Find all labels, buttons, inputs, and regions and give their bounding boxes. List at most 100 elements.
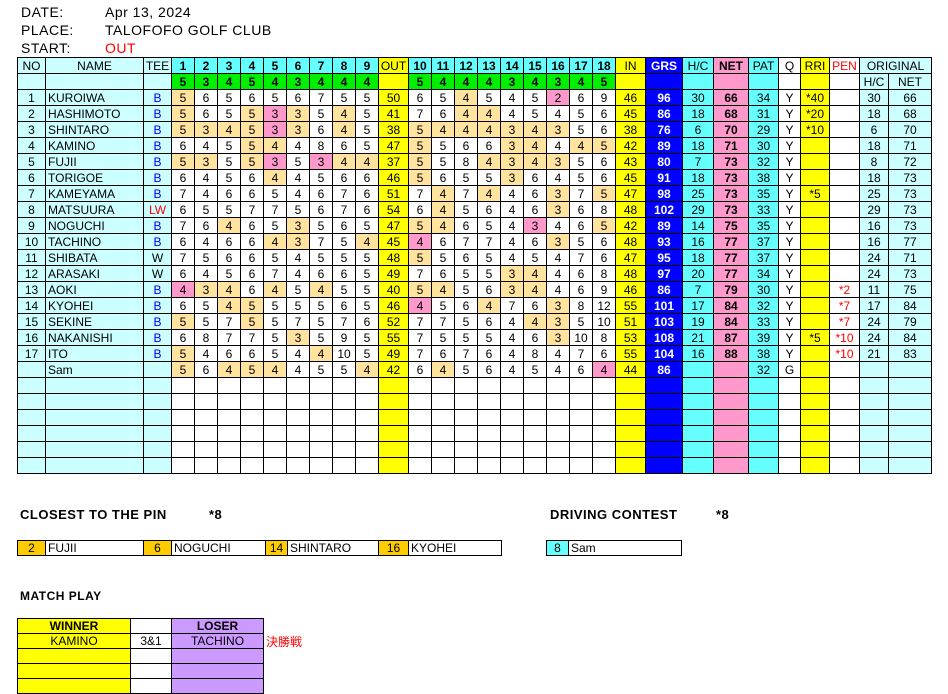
hole-score: 5 <box>309 329 333 346</box>
player-name: TORIGOE <box>45 169 144 186</box>
hole-score: 5 <box>355 281 379 298</box>
hole-score: 7 <box>408 313 432 330</box>
q-flag: Y <box>778 345 801 362</box>
original-net: 71 <box>887 249 933 266</box>
hole-score: 5 <box>355 217 379 234</box>
hole-score: 3 <box>546 185 570 202</box>
hole-score: 7 <box>240 201 264 218</box>
putts: 34 <box>748 265 779 282</box>
hole-score: 5 <box>408 153 432 170</box>
col-header-pen: PEN <box>829 57 860 74</box>
penalty <box>829 425 860 442</box>
hole-score <box>546 393 570 410</box>
hole-score: 7 <box>408 105 432 122</box>
rri <box>800 169 830 186</box>
penalty: *2 <box>829 281 860 298</box>
hole-score: 7 <box>332 185 356 202</box>
hole-score: 6 <box>355 169 379 186</box>
hole-score: 5 <box>286 281 310 298</box>
hole-score: 3 <box>523 217 547 234</box>
hole-score <box>240 425 264 442</box>
q-flag: Y <box>778 249 801 266</box>
gross-score: 86 <box>645 361 683 378</box>
hole-score <box>454 441 478 458</box>
original-hc: 21 <box>859 345 889 362</box>
player-row: 13 AOKI B 4 3 4 6 4 5 4 5 5 40 5 4 5 6 3 4 4 6 9 46 86 7 79 30 Y *2 1… <box>17 281 933 298</box>
putts: 38 <box>748 345 779 362</box>
col-header-hole: 12 <box>454 57 478 74</box>
hole-score: 6 <box>309 185 333 202</box>
player-name: HASHIMOTO <box>45 105 144 122</box>
rri: *20 <box>800 105 830 122</box>
hole-score: 5 <box>217 105 241 122</box>
col-header-no: NO <box>17 57 46 74</box>
col-header-hc: H/C <box>682 57 714 74</box>
handicap: 18 <box>682 169 714 186</box>
hole-score <box>332 409 356 426</box>
q-flag: Y <box>778 137 801 154</box>
out-total: 48 <box>378 249 409 266</box>
hole-score: 6 <box>592 169 616 186</box>
hole-score <box>569 425 593 442</box>
blank <box>17 73 46 90</box>
col-header-hole: 17 <box>569 57 593 74</box>
hole-score: 7 <box>569 185 593 202</box>
hole-score: 4 <box>477 185 501 202</box>
hole-score: 5 <box>240 361 264 378</box>
player-tee: W <box>143 265 172 282</box>
hole-score <box>286 393 310 410</box>
out-total: 40 <box>378 281 409 298</box>
handicap: 29 <box>682 201 714 218</box>
loser-header: LOSER <box>171 618 264 634</box>
hole-score: 5 <box>332 249 356 266</box>
col-header-hole: 15 <box>523 57 547 74</box>
player-no <box>17 425 46 442</box>
hole-score: 4 <box>263 361 287 378</box>
net-score: 71 <box>713 137 749 154</box>
hole-score: 5 <box>309 217 333 234</box>
hole-score: 6 <box>477 345 501 362</box>
putts: 32 <box>748 297 779 314</box>
player-tee: B <box>143 329 172 346</box>
hole-score <box>569 409 593 426</box>
hole-score <box>263 457 287 474</box>
player-tee: B <box>143 105 172 122</box>
player-row: 11 SHIBATA W 7 5 6 6 5 4 5 5 5 48 5 5 6 5 4 5 4 7 6 47 95 18 77 37… <box>17 249 933 266</box>
hole-score: 4 <box>355 153 379 170</box>
original-hc: 24 <box>859 265 889 282</box>
blank <box>800 73 830 90</box>
hole-score: 5 <box>454 329 478 346</box>
match-winner: KAMINO <box>17 633 131 649</box>
out-total: 49 <box>378 345 409 362</box>
hole-score: 4 <box>194 233 218 250</box>
original-net <box>887 393 933 410</box>
player-no: 3 <box>17 121 46 138</box>
hole-score: 6 <box>477 137 501 154</box>
hole-score: 5 <box>332 361 356 378</box>
hole-score <box>332 393 356 410</box>
col-header-hole: 16 <box>546 57 570 74</box>
hole-score: 5 <box>194 201 218 218</box>
original-net <box>887 457 933 474</box>
original-net: 84 <box>887 329 933 346</box>
putts <box>748 441 779 458</box>
hole-score: 5 <box>263 89 287 106</box>
hole-score: 7 <box>408 345 432 362</box>
hole-score: 6 <box>592 153 616 170</box>
original-hc <box>859 409 889 426</box>
hole-score: 9 <box>592 89 616 106</box>
col-header-hole: 7 <box>309 57 333 74</box>
hole-score <box>523 457 547 474</box>
hole-score: 8 <box>454 153 478 170</box>
out-total: 45 <box>378 233 409 250</box>
hole-score <box>240 377 264 394</box>
net-score: 77 <box>713 249 749 266</box>
hole-score <box>500 425 524 442</box>
blank <box>778 73 801 90</box>
hole-score: 5 <box>263 329 287 346</box>
par-value: 4 <box>332 73 356 90</box>
hole-score <box>355 425 379 442</box>
hole-score: 8 <box>592 265 616 282</box>
col-header-hole: 13 <box>477 57 501 74</box>
hole-score <box>546 409 570 426</box>
